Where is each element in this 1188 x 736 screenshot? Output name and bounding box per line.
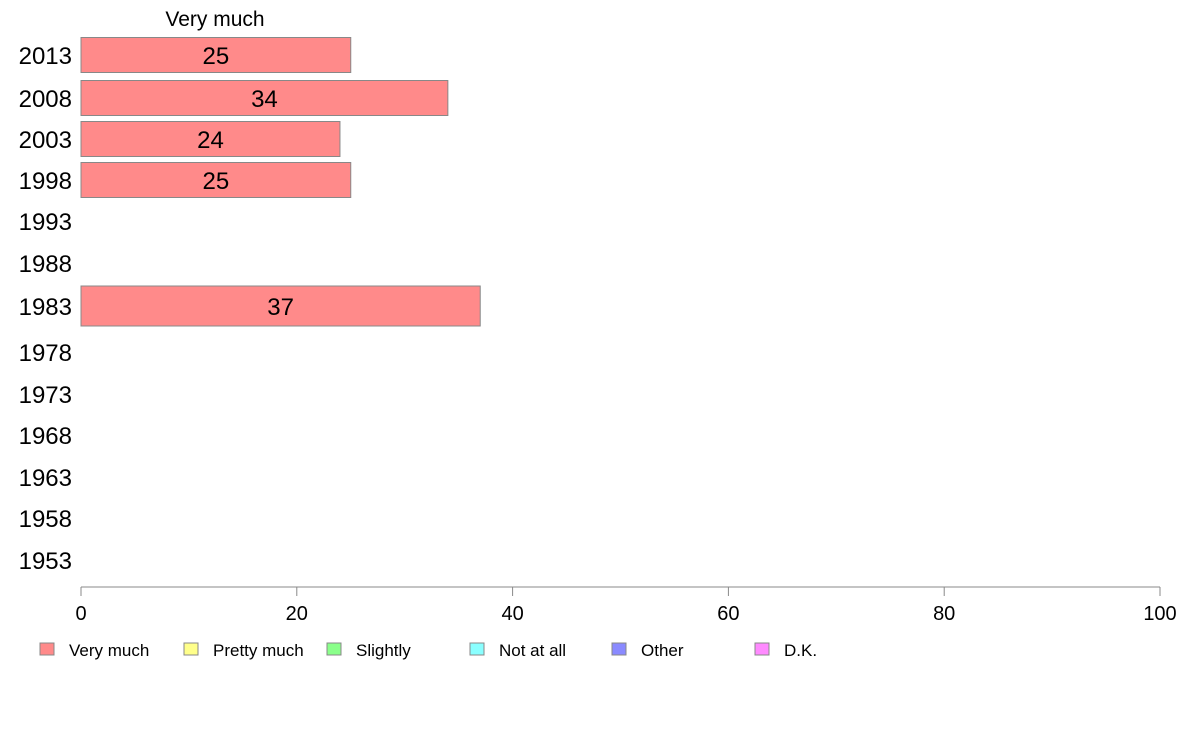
bars-layer: 25 34 24 25 37	[80, 37, 481, 327]
bar-1983-very-much	[80, 285, 481, 327]
x-tick-label-100: 100	[1143, 603, 1176, 625]
x-tick-label-20: 20	[286, 603, 308, 625]
year-label-1958: 1958	[19, 506, 72, 533]
year-label-2008: 2008	[19, 86, 72, 113]
bar-value-label-1983: 37	[267, 294, 294, 321]
legend-swatch-not-at-all	[469, 642, 485, 656]
column-header: Very much	[165, 8, 264, 31]
year-label-1973: 1973	[19, 382, 72, 409]
x-tick-label-60: 60	[717, 603, 739, 625]
x-tick-label-40: 40	[501, 603, 523, 625]
legend-swatch-very-much	[39, 642, 55, 656]
legend-swatch-other	[611, 642, 627, 656]
bar-value-label-1998: 25	[203, 168, 230, 195]
bar-value-label-2013: 25	[203, 43, 230, 70]
x-axis: 0 20 40 60 80 100	[75, 586, 1177, 625]
column-header-layer: Very much	[165, 8, 264, 31]
legend-label-d-k-: D.K.	[784, 641, 817, 660]
year-label-1968: 1968	[19, 423, 72, 450]
x-tick-label-80: 80	[933, 603, 955, 625]
legend-swatch-slightly	[326, 642, 342, 656]
bar-value-label-2008: 34	[251, 86, 278, 113]
year-label-1983: 1983	[19, 294, 72, 321]
legend-swatch-d-k-	[754, 642, 770, 656]
legend: Very much Pretty much Slightly Not at all Ot…	[39, 641, 817, 660]
bar-value-label-2003: 24	[197, 127, 224, 154]
x-tick-label-0: 0	[75, 603, 86, 625]
year-label-2013: 2013	[19, 43, 72, 70]
year-label-1993: 1993	[19, 209, 72, 236]
legend-label-slightly: Slightly	[356, 641, 411, 660]
bar-2008-very-much	[80, 80, 449, 116]
legend-label-not-at-all: Not at all	[499, 641, 566, 660]
bar-2013-very-much	[80, 37, 352, 73]
legend-label-other: Other	[641, 641, 684, 660]
legend-label-pretty-much: Pretty much	[213, 641, 304, 660]
year-label-1988: 1988	[19, 251, 72, 278]
bar-1998-very-much	[80, 162, 352, 198]
bar-2003-very-much	[80, 121, 341, 157]
year-labels-layer: 2013 2008 2003 1998 1993 1988 1983 1978 1973 1968…	[19, 43, 72, 575]
legend-swatch-pretty-much	[183, 642, 199, 656]
year-label-1978: 1978	[19, 340, 72, 367]
year-label-1953: 1953	[19, 548, 72, 575]
year-label-1998: 1998	[19, 168, 72, 195]
legend-label-very-much: Very much	[69, 641, 149, 660]
year-label-1963: 1963	[19, 465, 72, 492]
year-label-2003: 2003	[19, 127, 72, 154]
